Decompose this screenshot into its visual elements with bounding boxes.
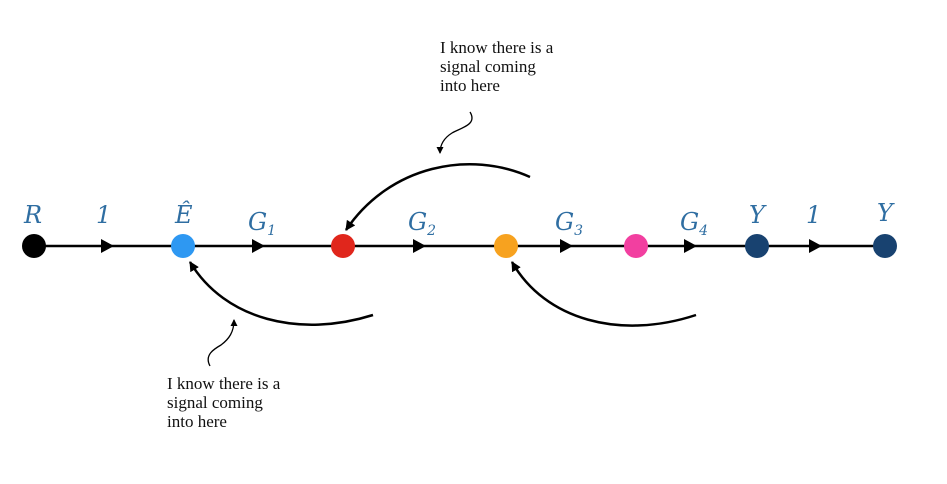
annotation-pointer-top — [436, 111, 473, 154]
node-y2 — [873, 234, 897, 258]
node-y1 — [745, 234, 769, 258]
edge-arrow-e2 — [252, 239, 265, 253]
node-red — [331, 234, 355, 258]
edge-arrow-e3 — [413, 239, 426, 253]
edge-label-e2: G1 — [248, 208, 276, 239]
node-orange — [494, 234, 518, 258]
incoming-arc-red — [344, 162, 531, 231]
node-label-r: R — [23, 201, 42, 229]
edge-arrow-e4 — [560, 239, 573, 253]
incoming-arc-orange — [510, 261, 697, 327]
annotation-bottom: I know there is a signal coming into her… — [167, 374, 285, 431]
node-label-y2: Y — [877, 199, 895, 227]
node-e-hat — [171, 234, 195, 258]
edge-label-e5: G4 — [680, 208, 708, 239]
edge-arrow-e5 — [684, 239, 697, 253]
node-r — [22, 234, 46, 258]
node-label-e-hat: Ê — [174, 200, 193, 229]
edge-label-e3: G2 — [408, 208, 436, 239]
edge-label-e4: G3 — [555, 208, 583, 239]
incoming-arc-blue — [188, 261, 374, 326]
edge-label-e1: 1 — [96, 201, 111, 229]
node-label-y1: Y — [749, 201, 767, 229]
node-pink — [624, 234, 648, 258]
annotation-pointer-bottom — [207, 319, 238, 367]
edge-arrow-e1 — [101, 239, 114, 253]
edge-label-e6: 1 — [806, 201, 821, 229]
annotation-top: I know there is a signal coming into her… — [440, 38, 558, 95]
edge-arrow-e6 — [809, 239, 822, 253]
